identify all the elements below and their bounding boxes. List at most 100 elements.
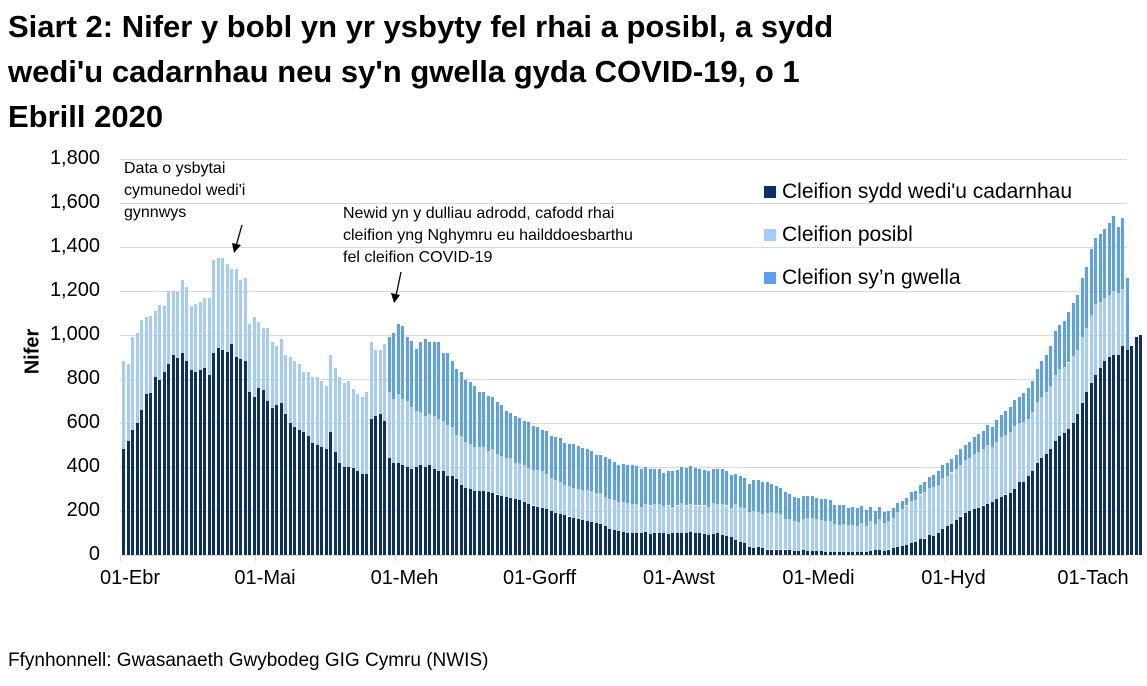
bar-segment — [698, 505, 701, 533]
bar-segment — [662, 472, 665, 506]
bar-segment — [563, 515, 566, 555]
bar-segment — [972, 437, 976, 454]
bar-segment — [1053, 440, 1057, 555]
bar-segment — [1085, 392, 1088, 555]
x-axis-line — [120, 555, 1127, 556]
y-tick-label: 600 — [66, 411, 100, 433]
bar-segment — [648, 505, 652, 535]
bar-segment — [765, 549, 769, 555]
bar-segment — [927, 535, 931, 555]
bar-segment — [995, 441, 998, 499]
bar-segment — [612, 529, 616, 555]
bar-segment — [810, 518, 814, 552]
bar-segment — [1067, 362, 1070, 429]
bar-segment — [203, 297, 206, 368]
annotation-line: Data o ysbytai — [124, 160, 226, 177]
bar-segment — [513, 416, 517, 463]
bar-segment — [680, 533, 683, 555]
bar-segment — [1031, 412, 1034, 472]
bar-segment — [396, 324, 400, 395]
bar-segment — [198, 370, 202, 555]
bar-segment — [945, 526, 949, 555]
bar-segment — [797, 522, 800, 551]
bar-segment — [293, 427, 296, 555]
bar-segment — [297, 363, 301, 430]
bar-segment — [1053, 330, 1057, 375]
bar-segment — [774, 485, 778, 514]
bar-segment — [162, 372, 166, 555]
bar-segment — [603, 496, 607, 527]
bar-segment — [819, 551, 823, 555]
bar-segment — [581, 490, 584, 520]
bar-segment — [653, 504, 656, 533]
bar-segment — [585, 490, 589, 521]
bar-segment — [954, 469, 958, 520]
bar-segment — [540, 507, 544, 555]
y-tick-label: 1,800 — [49, 147, 100, 169]
legend-label-confirmed: Cleifion sydd wedi'u cadarnhau — [782, 179, 1073, 203]
bar-segment — [450, 475, 454, 555]
bar-segment — [783, 518, 787, 550]
bar-segment — [261, 390, 265, 555]
bar-segment — [279, 403, 283, 555]
bar-segment — [815, 519, 818, 552]
bar-segment — [149, 393, 152, 555]
bar-segment — [518, 500, 521, 555]
bar-segment — [990, 427, 994, 448]
x-tick-mark — [255, 555, 256, 561]
bar-segment — [486, 395, 490, 451]
title-line-3: Ebrill 2020 — [8, 99, 164, 134]
bar-segment — [149, 316, 152, 394]
bar-segment — [689, 465, 692, 505]
x-tick-mark — [120, 555, 121, 561]
bar-segment — [342, 467, 346, 555]
bar-segment — [729, 507, 733, 538]
bar-segment — [1058, 436, 1061, 555]
bar-segment — [1040, 396, 1043, 459]
bar-segment — [891, 548, 895, 555]
bar-segment — [360, 396, 364, 474]
bar-segment — [594, 523, 598, 555]
bar-segment — [320, 381, 323, 448]
bar-segment — [171, 354, 175, 555]
bar-segment — [288, 357, 292, 423]
bar-segment — [576, 446, 580, 489]
bar-segment — [932, 486, 935, 537]
annotation-community-hospitals: Data o ysbytai cymunedol wedi'i gynnwys — [124, 158, 245, 224]
bar-segment — [653, 533, 656, 555]
bar-segment — [950, 459, 953, 473]
bar-segment — [1004, 435, 1007, 495]
bar-segment — [851, 507, 854, 525]
bar-segment — [189, 370, 193, 555]
bar-segment — [1017, 423, 1021, 483]
bar-segment — [1026, 475, 1030, 555]
bar-segment — [540, 471, 544, 508]
bar-segment — [729, 537, 733, 555]
bar-segment — [752, 480, 755, 511]
bar-segment — [572, 487, 575, 518]
gridline — [120, 159, 1127, 160]
bar-segment — [810, 496, 814, 519]
bar-segment — [468, 382, 472, 444]
bar-segment — [977, 451, 980, 508]
bar-segment — [761, 482, 764, 515]
bar-segment — [756, 547, 760, 555]
bar-segment — [824, 551, 827, 555]
bar-segment — [365, 392, 368, 474]
bar-segment — [414, 410, 418, 467]
bar-segment — [221, 258, 224, 351]
bar-segment — [657, 504, 661, 533]
bar-segment — [437, 341, 440, 419]
bar-segment — [608, 498, 611, 529]
bar-segment — [684, 533, 688, 555]
x-tick-mark — [669, 555, 670, 561]
bar-segment — [968, 441, 971, 459]
bar-segment — [599, 524, 602, 555]
bar-segment — [140, 319, 143, 410]
bar-segment — [405, 401, 409, 467]
bar-segment — [770, 549, 773, 555]
x-tick-label: 01-Gorff — [503, 567, 576, 589]
bar-segment — [158, 380, 161, 555]
bar-segment — [473, 385, 476, 448]
bar-segment — [621, 463, 625, 503]
